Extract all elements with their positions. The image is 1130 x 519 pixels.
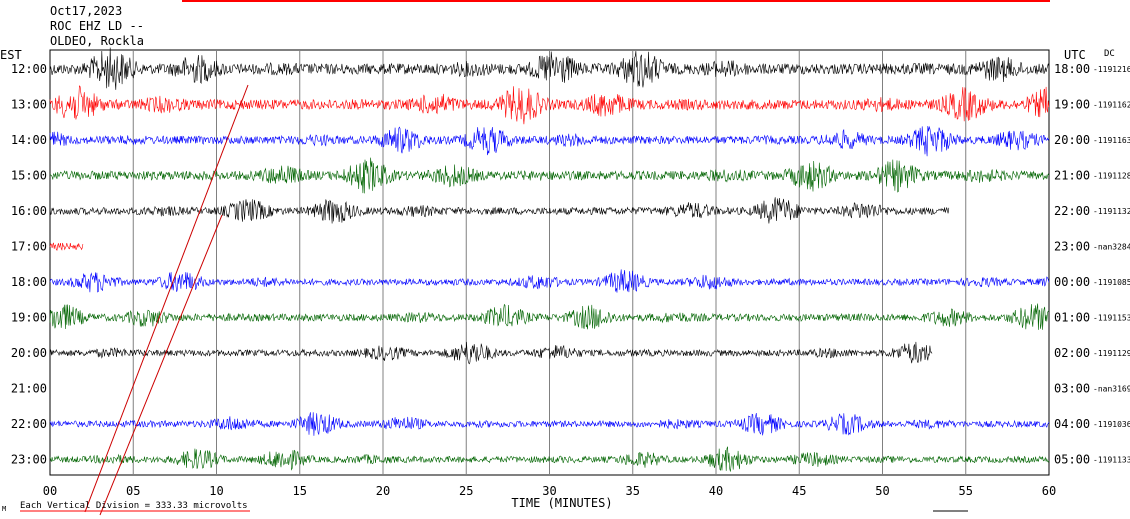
- utc-label: 18:00: [1054, 62, 1090, 76]
- est-label: 15:00: [11, 169, 47, 183]
- dc-value: -nan3169: [1093, 385, 1130, 394]
- dc-value: -1191153: [1093, 314, 1130, 323]
- diagonal-marker-2: [99, 214, 223, 516]
- est-label: 12:00: [11, 62, 47, 76]
- utc-label: 05:00: [1054, 453, 1090, 467]
- utc-label: 00:00: [1054, 275, 1090, 289]
- trace-1200: [49, 47, 1050, 90]
- corner-mark: M: [2, 505, 6, 513]
- trace-1300: [49, 85, 1050, 125]
- est-label: 23:00: [11, 453, 47, 467]
- dc-value: -1191085: [1093, 278, 1130, 287]
- left-zone-label: EST: [0, 48, 22, 62]
- trace-2300: [49, 446, 1050, 472]
- trace-1800: [49, 269, 1050, 293]
- scale-note: Each Vertical Division = 333.33 microvol…: [20, 501, 248, 511]
- dc-value: -1191162: [1093, 101, 1130, 110]
- dc-value: -1191163: [1093, 136, 1130, 145]
- est-label: 18:00: [11, 275, 47, 289]
- header-station: ROC EHZ LD --: [50, 19, 144, 33]
- utc-label: 01:00: [1054, 311, 1090, 325]
- trace-2200: [49, 412, 1050, 436]
- x-axis-label: TIME (MINUTES): [511, 496, 612, 510]
- est-label: 22:00: [11, 417, 47, 431]
- x-tick-40: 40: [709, 484, 723, 498]
- utc-label: 22:00: [1054, 204, 1090, 218]
- utc-label: 21:00: [1054, 169, 1090, 183]
- utc-label: 04:00: [1054, 417, 1090, 431]
- dc-value: -1191129: [1093, 349, 1130, 358]
- header-date: Oct17,2023: [50, 4, 122, 18]
- dc-value: -1191132: [1093, 207, 1130, 216]
- x-tick-15: 15: [293, 484, 307, 498]
- x-tick-30: 30: [542, 484, 556, 498]
- trace-1500: [49, 157, 1050, 194]
- est-label: 20:00: [11, 346, 47, 360]
- dc-value: -1191128: [1093, 172, 1130, 181]
- right-zone-label: UTC: [1064, 48, 1086, 62]
- est-label: 14:00: [11, 133, 47, 147]
- trace-1900: [49, 303, 1050, 330]
- dc-value: -1191216: [1093, 65, 1130, 74]
- dc-label: DC: [1104, 49, 1115, 59]
- seismic-traces: [49, 47, 1050, 472]
- trace-1700: [49, 242, 84, 251]
- header-location: OLDEO, Rockla: [50, 34, 144, 48]
- utc-label: 20:00: [1054, 133, 1090, 147]
- utc-label: 02:00: [1054, 346, 1090, 360]
- est-label: 13:00: [11, 98, 47, 112]
- est-label: 21:00: [11, 382, 47, 396]
- utc-label: 19:00: [1054, 98, 1090, 112]
- x-tick-50: 50: [875, 484, 889, 498]
- x-tick-05: 05: [126, 484, 140, 498]
- dc-value: -nan3284: [1093, 243, 1130, 252]
- trace-1600: [49, 197, 950, 224]
- trace-2000: [49, 341, 933, 365]
- est-label: 16:00: [11, 204, 47, 218]
- x-tick-00: 00: [43, 484, 57, 498]
- vertical-gridlines: [132, 50, 967, 475]
- utc-label: 23:00: [1054, 240, 1090, 254]
- x-tick-45: 45: [792, 484, 806, 498]
- dc-value: -1191036: [1093, 420, 1130, 429]
- utc-label: 03:00: [1054, 382, 1090, 396]
- diagonal-markers: [84, 84, 249, 516]
- x-tick-35: 35: [626, 484, 640, 498]
- est-label: 19:00: [11, 311, 47, 325]
- x-tick-10: 10: [209, 484, 223, 498]
- x-tick-25: 25: [459, 484, 473, 498]
- diagonal-marker-1: [84, 84, 249, 513]
- x-tick-20: 20: [376, 484, 390, 498]
- dc-value: -1191133: [1093, 456, 1130, 465]
- x-tick-labels: 00 05 10 15 20 25 30 35 40 45 50 55 60: [43, 484, 1056, 498]
- x-tick-60: 60: [1042, 484, 1056, 498]
- est-label: 17:00: [11, 240, 47, 254]
- trace-1400: [49, 125, 1050, 157]
- x-tick-55: 55: [959, 484, 973, 498]
